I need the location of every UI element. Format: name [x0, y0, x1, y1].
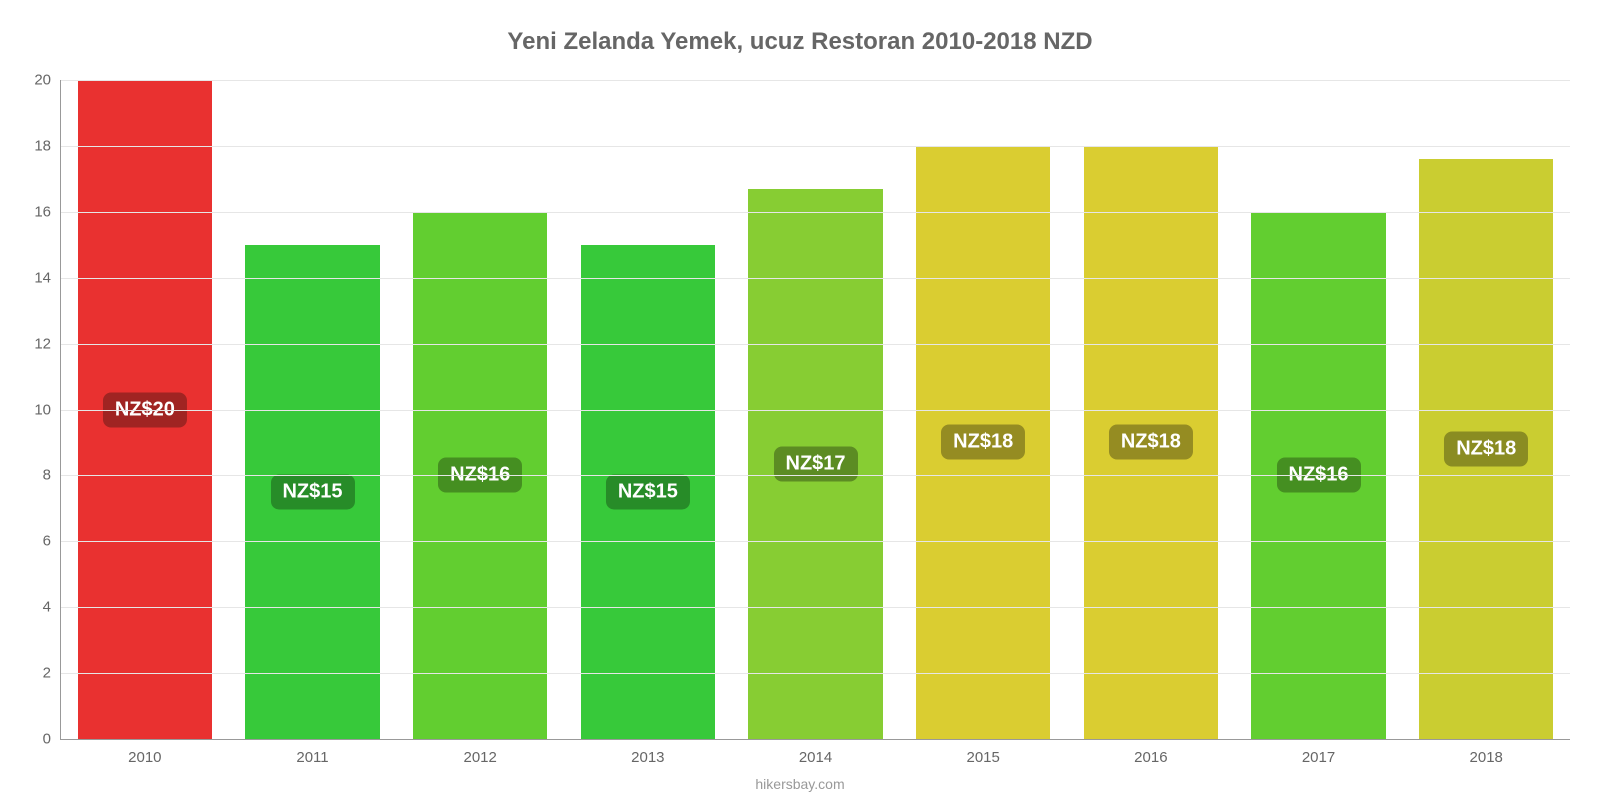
y-tick-label: 10	[34, 401, 61, 418]
x-tick-label: 2010	[61, 739, 229, 766]
y-tick-label: 18	[34, 137, 61, 154]
bar-chart: Yeni Zelanda Yemek, ucuz Restoran 2010-2…	[0, 0, 1600, 800]
gridline	[61, 541, 1570, 542]
y-tick-label: 20	[34, 72, 61, 89]
y-tick-label: 12	[34, 335, 61, 352]
gridline	[61, 673, 1570, 674]
plot-area: NZ$202010NZ$152011NZ$162012NZ$152013NZ$1…	[60, 80, 1570, 740]
y-tick-label: 0	[43, 731, 61, 748]
value-badge: NZ$15	[606, 474, 690, 509]
gridline	[61, 80, 1570, 81]
y-tick-label: 6	[43, 533, 61, 550]
gridline	[61, 212, 1570, 213]
gridline	[61, 607, 1570, 608]
x-tick-label: 2013	[564, 739, 732, 766]
x-tick-label: 2017	[1235, 739, 1403, 766]
y-tick-label: 4	[43, 599, 61, 616]
gridline	[61, 410, 1570, 411]
x-tick-label: 2016	[1067, 739, 1235, 766]
credit-text: hikersbay.com	[0, 776, 1600, 792]
value-badge: NZ$18	[1444, 432, 1528, 467]
y-tick-label: 8	[43, 467, 61, 484]
y-tick-label: 2	[43, 665, 61, 682]
value-badge: NZ$15	[270, 474, 354, 509]
y-tick-label: 14	[34, 269, 61, 286]
x-tick-label: 2014	[732, 739, 900, 766]
x-tick-label: 2018	[1402, 739, 1570, 766]
chart-title: Yeni Zelanda Yemek, ucuz Restoran 2010-2…	[0, 28, 1600, 56]
gridline	[61, 475, 1570, 476]
gridline	[61, 146, 1570, 147]
x-tick-label: 2011	[229, 739, 397, 766]
gridline	[61, 278, 1570, 279]
value-badge: NZ$18	[941, 425, 1025, 460]
value-badge: NZ$18	[1109, 425, 1193, 460]
x-tick-label: 2012	[396, 739, 564, 766]
gridline	[61, 344, 1570, 345]
y-tick-label: 16	[34, 203, 61, 220]
x-tick-label: 2015	[899, 739, 1067, 766]
